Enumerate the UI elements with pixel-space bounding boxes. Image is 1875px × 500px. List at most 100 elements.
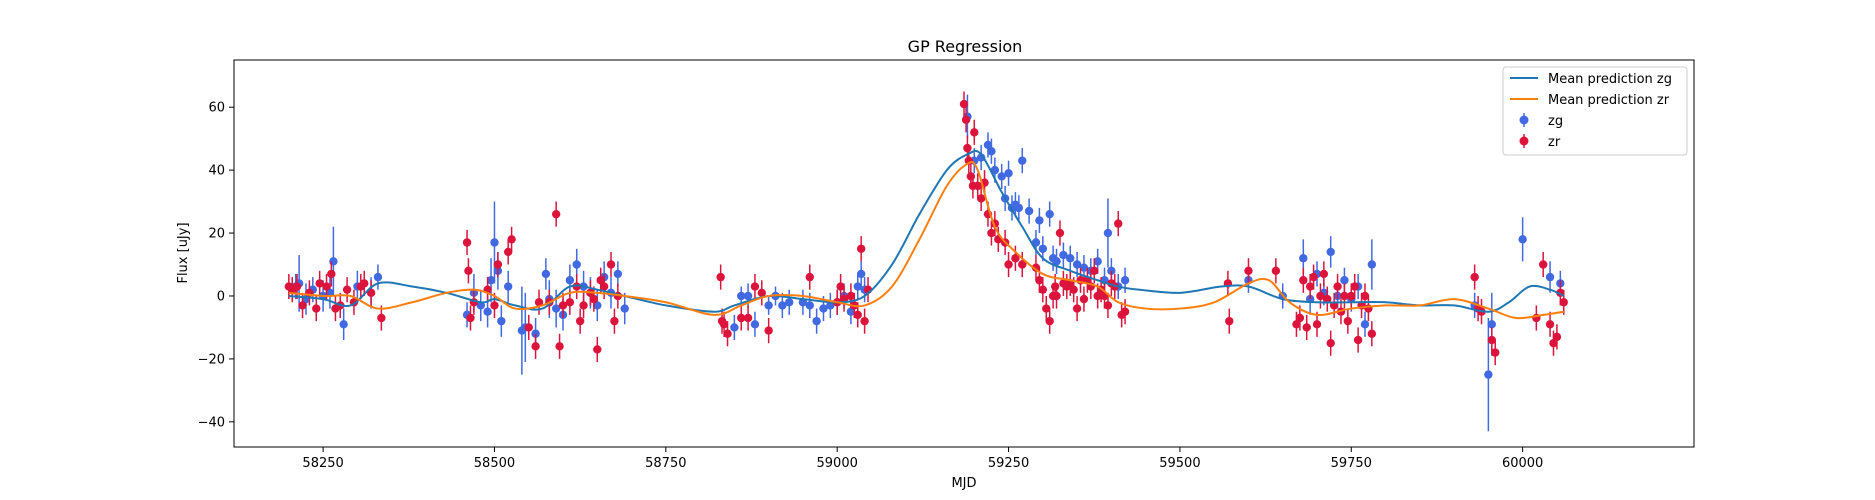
point-zg (1120, 276, 1130, 285)
legend-label-zr-line: Mean prediction zr (1548, 93, 1670, 108)
point-zr (1120, 307, 1130, 316)
point-zg (1518, 235, 1527, 244)
legend-box (1502, 66, 1688, 156)
point-zr (987, 228, 996, 238)
point-zr (1545, 320, 1555, 329)
x-tick-label: 59500 (1159, 456, 1200, 471)
point-zg (983, 140, 993, 150)
point-zr (1340, 291, 1349, 301)
point-zg (1072, 260, 1082, 269)
point-zr (1090, 266, 1099, 276)
point-zg (565, 276, 575, 285)
point-zg (785, 298, 794, 307)
point-zg (853, 282, 862, 291)
point-zg (503, 282, 513, 291)
point-zr (292, 282, 302, 291)
point-zr (1042, 304, 1051, 313)
x-tick-label: 58750 (645, 456, 686, 471)
x-axis: 58250 58500 58750 59000 59250 59500 59750 60000 (302, 447, 1543, 471)
point-zg (1326, 247, 1335, 257)
point-zr (853, 310, 862, 320)
point-zr (503, 247, 513, 257)
point-zr (976, 194, 986, 203)
point-zr (1319, 269, 1329, 279)
point-zg (1035, 216, 1044, 225)
point-zr (963, 143, 972, 153)
point-zg (743, 291, 753, 301)
point-zr (1347, 291, 1356, 301)
point-zg (593, 301, 602, 310)
point-zr (1350, 282, 1359, 291)
point-zr (1079, 294, 1089, 304)
point-zg (329, 257, 338, 266)
point-zr (1539, 260, 1548, 269)
point-zg (373, 272, 383, 282)
point-zr (377, 313, 386, 323)
point-zr (524, 323, 533, 332)
x-tick-label: 60000 (1502, 456, 1543, 471)
legend: Mean prediction zg Mean prediction zr zg… (1502, 66, 1688, 156)
x-tick-label: 59000 (817, 456, 858, 471)
point-zr (1309, 272, 1318, 282)
legend-label-zg-points: zg (1548, 114, 1563, 129)
point-zg (497, 316, 506, 326)
point-zr (1491, 348, 1500, 357)
legend-label-zg-line: Mean prediction zg (1548, 72, 1672, 87)
point-zr (1323, 294, 1332, 304)
point-zg (483, 307, 492, 316)
point-zr (312, 304, 321, 313)
point-zr (490, 301, 499, 310)
point-zr (1367, 329, 1377, 338)
point-zg (846, 307, 856, 316)
point-zr (1353, 335, 1363, 345)
point-zr (757, 288, 766, 298)
point-zg (1487, 320, 1496, 329)
point-zg (750, 320, 760, 329)
point-zg (1079, 263, 1089, 272)
point-zr (860, 316, 869, 326)
point-zr (593, 345, 602, 354)
point-zg (987, 147, 996, 156)
point-zr (966, 172, 976, 181)
axes-frame (233, 59, 1695, 448)
point-zr (327, 269, 336, 279)
point-zr (1072, 304, 1082, 313)
point-zr (973, 181, 982, 191)
point-zr (360, 279, 369, 288)
point-zr (719, 320, 729, 329)
point-zr (1333, 282, 1342, 291)
point-zg (990, 165, 1000, 175)
point-zr (1114, 219, 1123, 228)
point-zg (1004, 169, 1013, 178)
point-zr (959, 99, 969, 109)
point-zr (1035, 276, 1044, 285)
point-zg (1299, 254, 1308, 263)
point-zr (1305, 282, 1315, 291)
point-zr (743, 313, 753, 323)
point-zg (812, 316, 821, 326)
point-zr (507, 235, 516, 244)
point-zr (534, 298, 544, 307)
point-zg (572, 260, 581, 269)
point-zg (1045, 209, 1054, 219)
point-zg (764, 301, 773, 310)
point-zr (606, 260, 616, 269)
point-zr (1011, 254, 1020, 263)
point-zr (599, 282, 609, 291)
point-zg (1014, 203, 1024, 213)
y-tick-label: 60 (208, 101, 225, 116)
point-zg (620, 304, 629, 313)
point-zr (716, 272, 725, 282)
point-zg (339, 320, 348, 329)
point-zr (1031, 263, 1041, 272)
point-zr (1312, 320, 1322, 329)
point-zr (1316, 291, 1325, 301)
point-zr (1470, 272, 1479, 282)
point-zr (1299, 276, 1308, 285)
point-zg (490, 238, 499, 247)
point-zr (1549, 338, 1558, 348)
point-zg (1360, 320, 1370, 329)
point-zr (1326, 338, 1335, 348)
point-zr (836, 282, 845, 291)
